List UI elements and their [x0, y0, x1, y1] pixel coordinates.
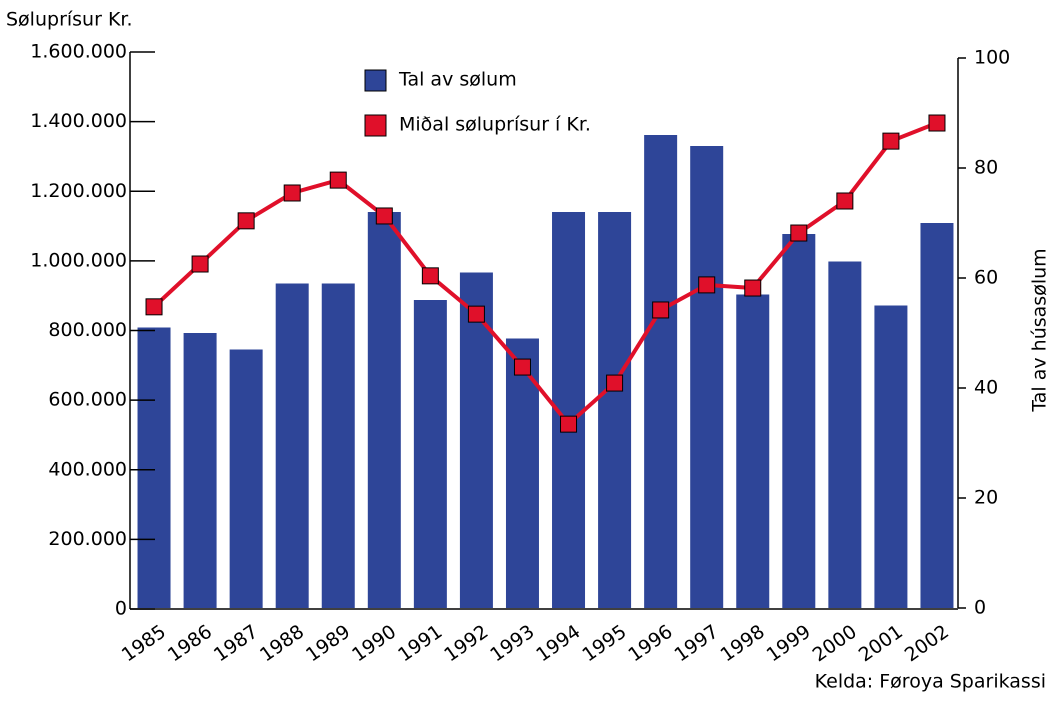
marker — [790, 224, 808, 242]
bar — [413, 300, 447, 608]
x-tick-label: 1999 — [763, 621, 815, 667]
bar — [137, 327, 171, 608]
x-tick-label: 1985 — [118, 621, 170, 667]
legend-label: Miðal søluprísur í Kr. — [399, 114, 591, 136]
y-axis-title: Søluprísur Kr. — [6, 9, 133, 31]
x-tick-label: 1998 — [717, 621, 769, 667]
y-tick-label: 400.000 — [48, 458, 127, 480]
bar — [367, 212, 401, 608]
y2-tick-label: 80 — [974, 157, 998, 179]
bar — [782, 234, 816, 608]
marker — [652, 301, 670, 319]
bar — [275, 283, 309, 608]
marker — [698, 276, 716, 294]
y-tick-label: 600.000 — [48, 389, 127, 411]
source: Kelda: Føroya Sparikassi — [815, 671, 1046, 693]
x-tick-label: 1995 — [578, 621, 630, 667]
x-tick-label: 2002 — [901, 621, 953, 667]
x-tick-label: 2001 — [855, 621, 907, 667]
bar — [459, 272, 493, 608]
x-tick-label: 1997 — [670, 621, 722, 667]
y-tick-label: 1.200.000 — [30, 180, 127, 202]
y2-tick-label: 60 — [974, 267, 998, 289]
marker — [191, 255, 209, 273]
y-tick-label: 1.400.000 — [30, 110, 127, 132]
bar — [920, 223, 954, 608]
marker — [744, 279, 762, 297]
x-tick-label: 1986 — [164, 621, 216, 667]
marker — [836, 192, 854, 210]
line — [152, 121, 938, 428]
x-tick-label: 1993 — [486, 621, 538, 667]
marker — [560, 415, 578, 433]
y2-axis-title: Tal av húsasølum — [1029, 248, 1051, 412]
legend-label: Tal av sølum — [398, 69, 517, 91]
x-tick-label: 1991 — [394, 621, 446, 667]
y-tick-label: 800.000 — [48, 319, 127, 341]
x-tick-label: 2000 — [809, 621, 861, 667]
x-tick-label: 1988 — [256, 621, 308, 667]
marker — [421, 267, 439, 285]
y2-tick-label: 40 — [974, 377, 998, 399]
marker — [145, 298, 163, 316]
bar — [183, 333, 217, 608]
x-tick-label: 1987 — [210, 621, 262, 667]
marker — [375, 207, 393, 225]
y-tick-label: 1.000.000 — [30, 249, 127, 271]
marker — [928, 114, 946, 132]
marker — [329, 171, 347, 189]
bar — [736, 294, 770, 608]
marker — [467, 305, 485, 323]
bar — [690, 146, 724, 608]
marker — [237, 212, 255, 230]
y2-tick-label: 20 — [974, 487, 998, 509]
bar — [598, 212, 632, 608]
y-tick-label: 0 — [115, 598, 127, 620]
x-tick-label: 1996 — [624, 621, 676, 667]
y-tick-label: 1.600.000 — [30, 41, 127, 63]
x-tick-label: 1992 — [440, 621, 492, 667]
y2-tick-label: 100 — [974, 47, 1010, 69]
marker — [882, 132, 900, 150]
legend-swatch — [364, 114, 387, 137]
y-tick-label: 200.000 — [48, 528, 127, 550]
y2-tick-label: 0 — [974, 597, 986, 619]
bar — [321, 283, 355, 608]
x-tick-label: 1994 — [532, 621, 584, 667]
x-tick-label: 1990 — [348, 621, 400, 667]
bar — [644, 135, 678, 608]
bar — [229, 349, 263, 608]
marker — [513, 358, 531, 376]
bar — [874, 305, 908, 608]
bar — [828, 261, 862, 608]
legend-swatch — [364, 69, 387, 92]
marker — [606, 374, 624, 392]
marker — [283, 184, 301, 202]
x-tick-label: 1989 — [302, 621, 354, 667]
